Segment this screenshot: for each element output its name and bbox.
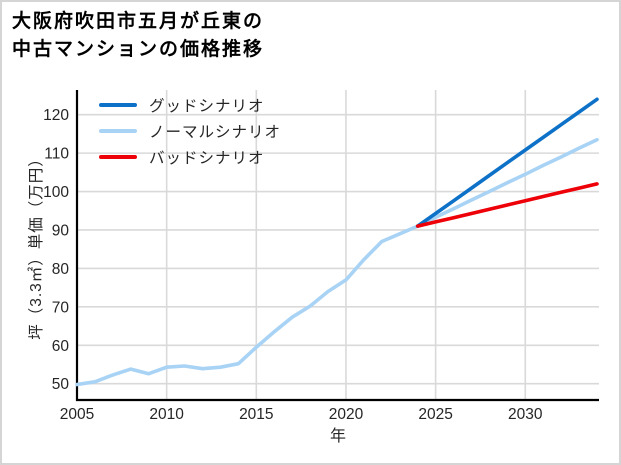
series-line-historical: [75, 224, 420, 387]
x-tick-label: 2015: [239, 406, 273, 423]
y-tick-label: 60: [52, 338, 70, 355]
legend-item-bad: バッドシナリオ: [99, 144, 281, 170]
y-tick-label: 100: [43, 184, 69, 201]
legend-swatch-normal-line-icon: [99, 129, 137, 133]
legend: グッドシナリオ ノーマルシナリオ バッドシナリオ: [99, 92, 281, 170]
x-axis-label: 年: [329, 428, 346, 445]
legend-label-good: グッドシナリオ: [149, 98, 265, 115]
y-tick-label: 110: [44, 146, 69, 163]
y-tick-label: 80: [52, 261, 70, 278]
chart-title: 大阪府吹田市五月が丘東の 中古マンションの価格推移: [12, 8, 264, 64]
y-tick-label: 120: [43, 107, 69, 124]
series-line-bad: [415, 182, 599, 228]
y-tick-label: 90: [52, 222, 70, 239]
legend-label-bad: バッドシナリオ: [149, 150, 265, 167]
legend-swatch-good-line-icon: [99, 103, 137, 107]
x-tick-label: 2030: [508, 406, 543, 423]
y-tick-label: 50: [52, 376, 70, 393]
chart-title-line2: 中古マンションの価格推移: [12, 39, 265, 60]
y-axis-label: 坪（3.3㎡）単価（万円）: [28, 150, 45, 340]
legend-item-good: グッドシナリオ: [99, 92, 281, 118]
x-tick-label: 2005: [60, 406, 94, 423]
series-line-good: [415, 97, 599, 228]
x-tick-label: 2020: [329, 406, 364, 423]
x-tick-label: 2025: [418, 406, 452, 423]
legend-swatch-bad-line-icon: [99, 155, 137, 159]
legend-label-normal: ノーマルシナリオ: [149, 124, 282, 141]
chart-title-line1: 大阪府吹田市五月が丘東の: [12, 11, 265, 32]
x-tick-label: 2010: [149, 406, 184, 423]
y-tick-label: 70: [52, 299, 70, 316]
series-line-normal: [415, 137, 599, 228]
legend-item-normal: ノーマルシナリオ: [99, 118, 281, 144]
